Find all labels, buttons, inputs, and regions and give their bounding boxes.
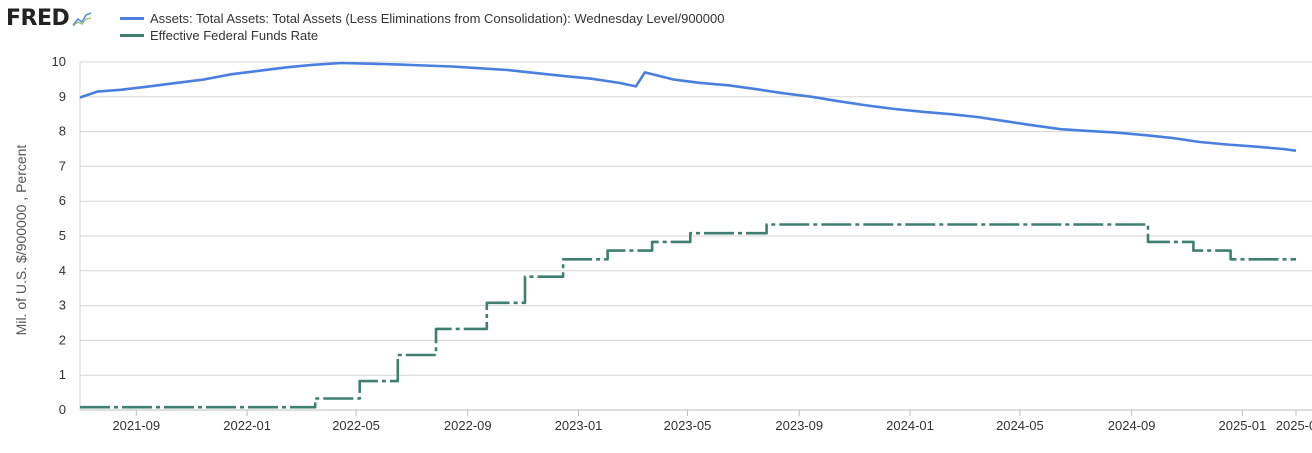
x-tick-label: 2023-05: [664, 418, 712, 433]
y-tick-label: 9: [59, 89, 66, 104]
y-tick-label: 2: [59, 332, 66, 347]
x-tick-label: 2024-01: [886, 418, 934, 433]
x-tick-label: 2021-09: [112, 418, 160, 433]
y-tick-label: 5: [59, 228, 66, 243]
series-line-0[interactable]: [79, 61, 1297, 152]
legend-item-fed-funds[interactable]: Effective Federal Funds Rate: [120, 27, 724, 44]
y-tick-label: 3: [59, 298, 66, 313]
fred-logo[interactable]: FRED: [6, 6, 94, 31]
x-tick-label: 2022-01: [223, 418, 271, 433]
y-tick-label: 10: [52, 54, 66, 69]
y-tick-label: 1: [59, 367, 66, 382]
y-axis: 0 1 2 3 4 5 6 7 8 9 10: [52, 54, 66, 417]
x-tick-label: 2023-09: [775, 418, 823, 433]
legend-swatch-assets: [120, 17, 144, 20]
y-tick-label: 7: [59, 158, 66, 173]
fred-logo-text: FRED: [6, 6, 70, 31]
y-axis-label: Mil. of U.S. $/900000 , Percent: [13, 145, 29, 336]
y-tick-label: 6: [59, 193, 66, 208]
x-tick-label: 2024-09: [1108, 418, 1156, 433]
chart-header: FRED Assets: Total Assets: Total Assets …: [0, 0, 1312, 46]
series-line-1[interactable]: [80, 223, 1296, 409]
chart-series: [79, 61, 1297, 409]
x-axis: 2021-09 2022-01 2022-05 2022-09 2023-01 2023-…: [112, 410, 1312, 433]
chart-line-icon: [71, 9, 94, 28]
x-tick-label: 2022-05: [332, 418, 380, 433]
y-tick-label: 0: [59, 402, 66, 417]
y-tick-label: 8: [59, 124, 66, 139]
chart-grid: [79, 61, 1312, 411]
legend-item-assets[interactable]: Assets: Total Assets: Total Assets (Less…: [120, 10, 724, 27]
legend-label-fed-funds: Effective Federal Funds Rate: [150, 28, 319, 43]
x-tick-label: 2025-0: [1276, 418, 1312, 433]
y-tick-label: 4: [59, 263, 66, 278]
x-tick-label: 2024-05: [996, 418, 1044, 433]
chart-legend: Assets: Total Assets: Total Assets (Less…: [120, 10, 724, 44]
x-tick-label: 2023-01: [555, 418, 603, 433]
x-tick-label: 2025-01: [1219, 418, 1267, 433]
legend-swatch-fed-funds: [120, 34, 144, 37]
legend-label-assets: Assets: Total Assets: Total Assets (Less…: [150, 11, 725, 26]
x-tick-label: 2022-09: [444, 418, 492, 433]
